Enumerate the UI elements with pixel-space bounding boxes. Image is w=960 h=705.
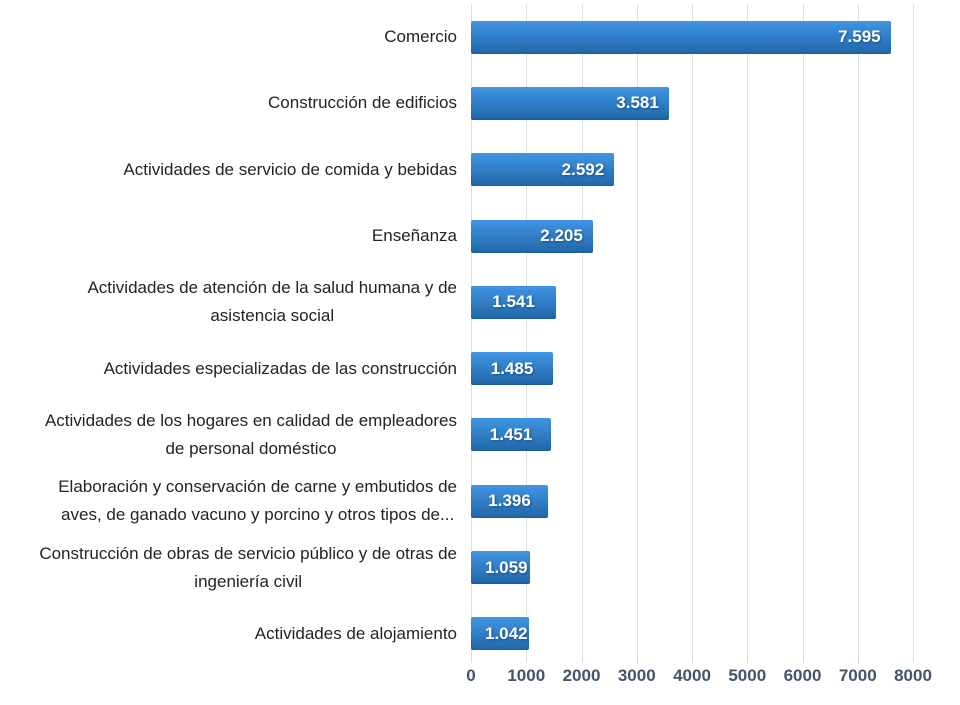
category-label: Actividades de los hogares en calidad de…: [44, 410, 457, 458]
axis-tick: [471, 656, 472, 663]
bar: 1.396: [471, 484, 549, 518]
bar-value-label: 7.595: [838, 27, 881, 47]
category-label-cell: Actividades especializadas de las constr…: [0, 336, 471, 402]
gridline: [802, 4, 804, 656]
bar: 3.581: [471, 86, 669, 120]
x-axis-label: 5000: [728, 666, 767, 685]
bar-value-label: 2.205: [540, 226, 583, 246]
axis-tick: [636, 656, 638, 663]
bar-value-label: 1.485: [490, 358, 534, 378]
bar-value-label: 1.042: [485, 623, 528, 643]
category-label: Actividades de atención de la salud huma…: [87, 278, 457, 326]
gridline: [471, 4, 472, 656]
axis-tick: [526, 656, 528, 663]
gridline: [692, 4, 693, 656]
gridline: [636, 4, 638, 656]
axis-tick: [692, 656, 693, 663]
category-label-cell: Actividades de alojamiento: [0, 601, 471, 667]
category-label: Comercio: [384, 27, 457, 47]
x-axis-label: 2000: [562, 666, 601, 685]
category-label-cell: Comercio: [0, 4, 471, 70]
category-label-cell: Construcción de edificios: [0, 70, 471, 136]
bar: 2.592: [471, 153, 615, 187]
category-label-cell: Construcción de obras de servicio públic…: [0, 534, 471, 600]
bar: 1.485: [471, 352, 554, 386]
x-axis-label: 3000: [617, 666, 656, 685]
category-label: Construcción de obras de servicio públic…: [39, 543, 457, 591]
x-axis-label: 4000: [673, 666, 711, 685]
bar: 1.042: [471, 617, 529, 651]
bar: 2.205: [471, 219, 593, 253]
category-label: Elaboración y conservación de carne y em…: [58, 477, 457, 525]
x-axis-label: 0: [466, 666, 476, 685]
category-label-cell: Enseñanza: [0, 203, 471, 269]
gridline: [747, 4, 749, 656]
axis-tick: [913, 656, 914, 663]
category-label: Actividades de alojamiento: [254, 623, 457, 643]
gridline: [581, 4, 583, 656]
x-axis-label: 1000: [507, 666, 546, 685]
bar-value-label: 1.059: [485, 557, 528, 577]
axis-tick: [747, 656, 749, 663]
x-axis-label: 7000: [838, 666, 877, 685]
category-label: Construcción de edificios: [268, 93, 457, 113]
category-label: Actividades especializadas de las constr…: [103, 358, 457, 378]
bar-value-label: 1.451: [489, 424, 533, 444]
gridline: [913, 4, 914, 656]
gridline: [526, 4, 528, 656]
bar: 1.059: [471, 551, 530, 585]
bar-value-label: 1.396: [488, 491, 531, 511]
bar: 1.451: [471, 418, 552, 452]
bar-value-label: 3.581: [616, 93, 659, 113]
category-label-cell: Actividades de atención de la salud huma…: [0, 269, 471, 335]
bar-value-label: 1.541: [492, 292, 535, 312]
axis-tick: [581, 656, 583, 663]
axis-tick: [857, 656, 859, 663]
category-label-cell: Elaboración y conservación de carne y em…: [0, 468, 471, 534]
category-label-cell: Actividades de los hogares en calidad de…: [0, 402, 471, 468]
x-axis-label: 8000: [894, 666, 932, 685]
category-label-cell: Actividades de servicio de comida y bebi…: [0, 137, 471, 203]
axis-tick: [802, 656, 804, 663]
bar-value-label: 2.592: [561, 159, 605, 179]
bar: 7.595: [471, 20, 891, 54]
x-axis-label: 6000: [783, 666, 822, 685]
bar: 1.541: [471, 285, 557, 319]
category-label: Actividades de servicio de comida y bebi…: [123, 159, 457, 179]
category-label: Enseñanza: [371, 226, 457, 246]
gridline: [857, 4, 859, 656]
